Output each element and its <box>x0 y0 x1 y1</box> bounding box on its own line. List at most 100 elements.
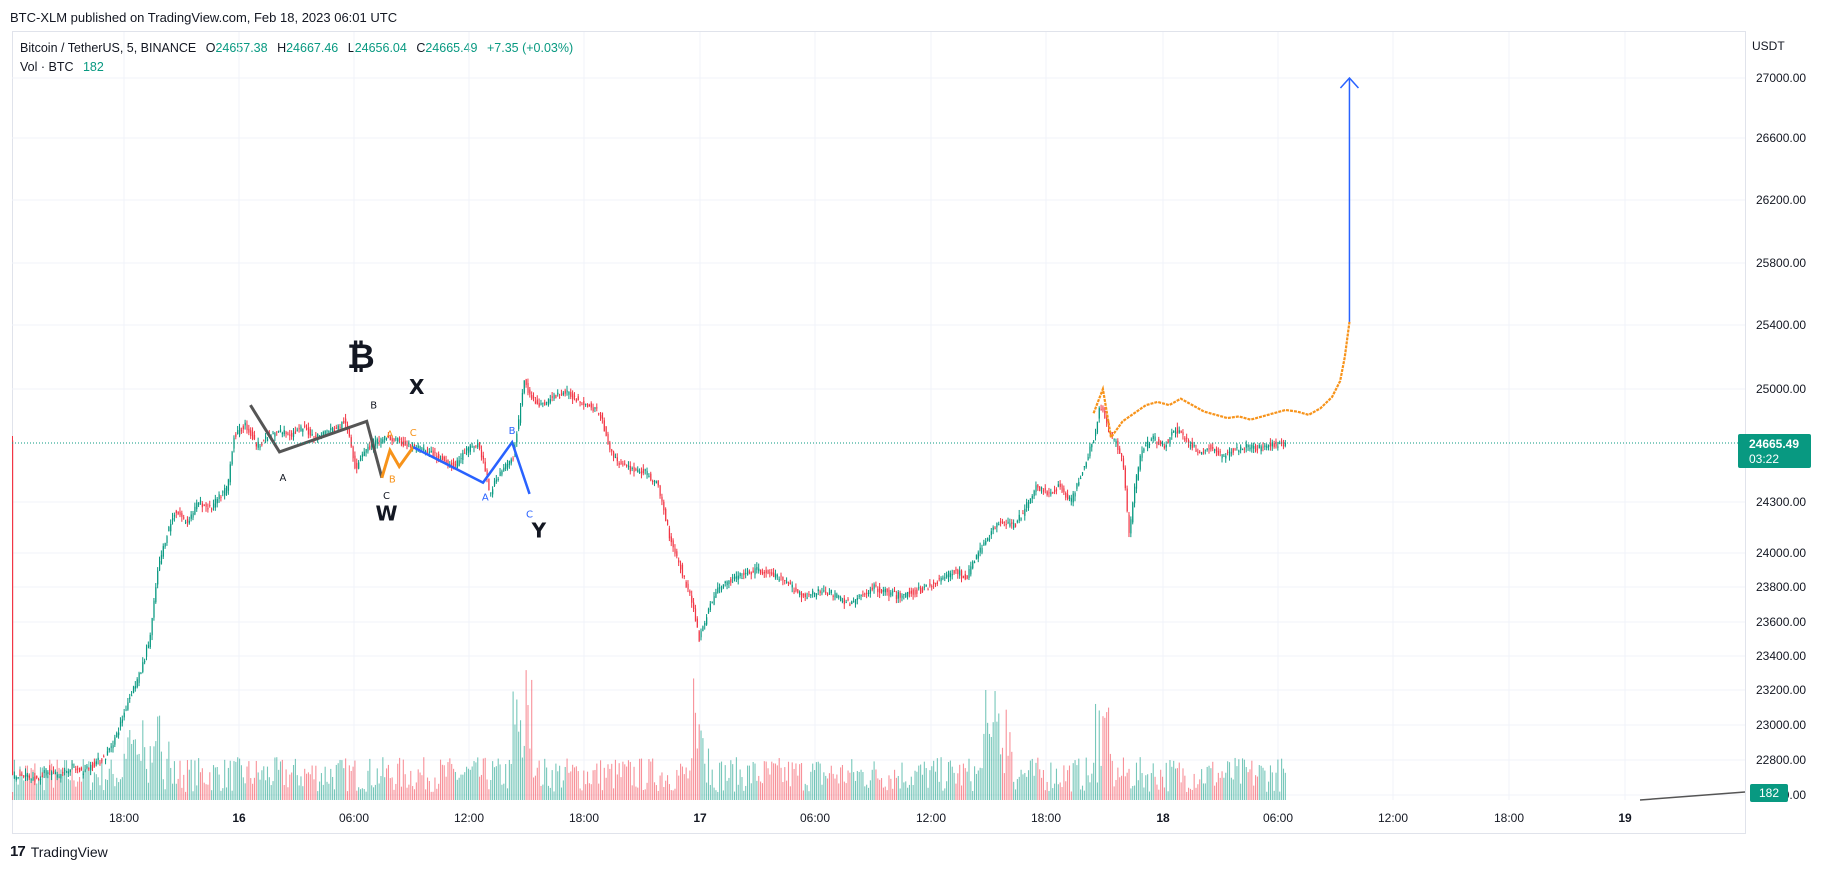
volume-bar <box>825 775 827 800</box>
candle-body <box>1132 502 1134 523</box>
volume-bar <box>302 786 304 800</box>
candle-body <box>144 660 146 663</box>
volume-bar <box>460 774 462 800</box>
volume-bar <box>726 780 728 800</box>
candle-body <box>1247 444 1249 448</box>
candle-body <box>311 434 313 436</box>
candle-body <box>123 712 125 718</box>
candle-body <box>1139 455 1141 470</box>
volume-bar <box>203 782 205 800</box>
candle-body <box>800 593 803 597</box>
volume-bar <box>19 766 21 800</box>
candle-body <box>1223 455 1225 457</box>
candle-body <box>810 594 812 596</box>
candle-body <box>1124 467 1126 489</box>
volume-bar <box>533 777 535 800</box>
volume-bar <box>229 760 231 800</box>
x-tick-label: 18:00 <box>109 811 139 825</box>
footer-brand[interactable]: 17 TradingView <box>10 843 108 860</box>
volume-bar <box>1201 769 1203 800</box>
volume-bar <box>529 748 531 800</box>
volume-bar <box>732 764 734 800</box>
volume-bar <box>412 786 414 800</box>
volume-bar <box>810 771 812 800</box>
volume-bar <box>1163 787 1165 800</box>
candle-body <box>93 761 96 767</box>
x-tick-label: 19 <box>1618 811 1632 825</box>
volume-bar <box>873 761 875 800</box>
volume-bar <box>1152 763 1154 800</box>
candle-body <box>754 568 756 575</box>
candle-body <box>387 435 390 437</box>
volume-bar <box>1054 783 1056 800</box>
candle-body <box>185 522 187 524</box>
volume-bar <box>239 758 241 800</box>
candle-body <box>1024 508 1026 516</box>
candle-body <box>696 618 698 628</box>
candle-body <box>964 574 966 580</box>
target-arrow-head <box>1339 76 1360 89</box>
volume-bar <box>1258 765 1260 800</box>
candle-body <box>1279 442 1281 444</box>
candle-body <box>406 444 408 447</box>
candle-body <box>1284 442 1286 446</box>
volume-bar <box>259 779 261 800</box>
volume-bar <box>73 780 75 800</box>
candle-body <box>961 570 963 579</box>
candle-body <box>990 531 992 536</box>
volume-bar <box>988 733 991 800</box>
volume-bar <box>95 774 97 800</box>
candle-body <box>1154 436 1156 441</box>
candle-body <box>322 431 324 436</box>
candle-body <box>348 428 351 437</box>
volume-bar <box>145 768 148 800</box>
candle-body <box>631 467 633 470</box>
candle-body <box>601 412 604 420</box>
volume-bar <box>743 790 745 800</box>
volume-bar <box>43 790 45 800</box>
volume-bar <box>475 762 477 800</box>
volume-bar <box>1167 791 1169 800</box>
volume-bar <box>748 765 750 800</box>
volume-badge-value: 182 <box>1759 786 1779 800</box>
candle-body <box>41 775 43 777</box>
candle-body <box>1065 492 1067 498</box>
candle-body <box>553 394 555 399</box>
symbol-title[interactable]: Bitcoin / TetherUS, 5, BINANCE <box>20 41 197 55</box>
candle-body <box>715 592 717 598</box>
volume-bar <box>453 768 455 800</box>
volume-bar <box>1111 760 1113 800</box>
volume-bar <box>879 779 881 800</box>
close-value: 24665.49 <box>425 41 478 55</box>
candle-body <box>183 517 185 519</box>
candle-body <box>512 458 514 460</box>
candle-body <box>367 446 369 452</box>
volume-bar <box>356 790 358 800</box>
chart-pane[interactable] <box>12 31 1746 834</box>
candle-body <box>1240 446 1242 451</box>
volume-label[interactable]: Vol · BTC <box>20 60 74 74</box>
volume-bar <box>966 771 968 800</box>
candle-body <box>702 626 704 632</box>
x-tick-label: 12:00 <box>916 811 946 825</box>
volume-bar <box>1206 766 1208 800</box>
candle-body <box>707 609 710 614</box>
candle-body <box>103 756 105 758</box>
volume-bar <box>1035 762 1037 800</box>
volume-bar <box>750 783 752 800</box>
volume-bar <box>426 777 429 800</box>
volume-bar <box>467 768 469 800</box>
candle-body <box>575 399 578 402</box>
candle-body <box>1016 521 1019 523</box>
volume-bar <box>166 758 168 800</box>
volume-bar <box>592 770 594 800</box>
volume-bar <box>925 768 927 800</box>
volume-bar <box>365 791 367 800</box>
volume-bar <box>439 759 442 800</box>
volume-bar <box>339 759 341 800</box>
candle-body <box>977 552 979 559</box>
candle-body <box>908 591 911 594</box>
volume-bar <box>918 765 920 800</box>
candle-body <box>1256 448 1259 450</box>
